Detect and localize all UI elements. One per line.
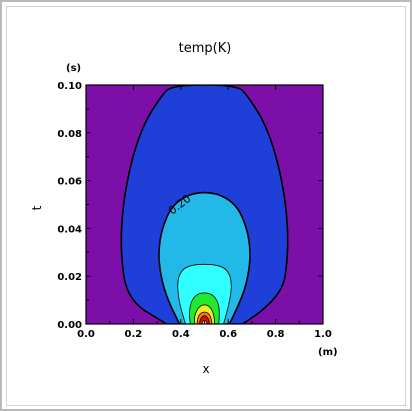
y-axis-unit: (s) <box>66 63 81 74</box>
chart-title: temp(K) <box>179 41 232 56</box>
x-tick-label: 0.8 <box>267 329 285 340</box>
x-tick-label: 0.4 <box>172 329 190 340</box>
y-tick-label: 0.10 <box>57 81 82 92</box>
y-tick-label: 0.02 <box>57 272 82 283</box>
plot-border <box>85 84 324 325</box>
x-axis-unit: (m) <box>318 347 338 358</box>
plot-area: 0.20 <box>86 85 323 324</box>
y-tick-label: 0.00 <box>57 320 82 331</box>
plot-window-inner-border <box>6 6 406 406</box>
x-tick-label: 1.0 <box>314 329 332 340</box>
x-tick-label: 0.6 <box>219 329 237 340</box>
y-tick-label: 0.08 <box>57 129 82 140</box>
y-axis-label: t <box>30 205 44 210</box>
contour-band-7 <box>198 315 211 324</box>
x-tick-label: 0.0 <box>77 329 95 340</box>
x-tick-label: 0.2 <box>125 329 143 340</box>
x-axis-label: x <box>202 362 209 376</box>
y-tick-label: 0.04 <box>57 224 82 235</box>
y-tick-label: 0.06 <box>57 177 82 188</box>
